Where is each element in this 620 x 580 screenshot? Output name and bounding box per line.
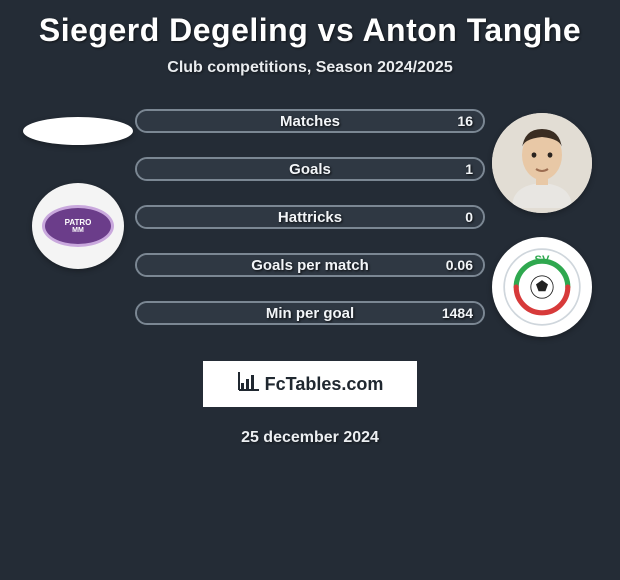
left-club-line1: PATRO bbox=[65, 219, 92, 227]
left-club-badge-inner: PATRO MM bbox=[42, 205, 114, 247]
face-icon bbox=[492, 113, 592, 213]
stat-value: 16 bbox=[457, 113, 473, 129]
fctables-logo: FcTables.com bbox=[203, 361, 417, 407]
main-row: PATRO MM Matches 16 Goals 1 Hattricks 0 bbox=[0, 105, 620, 337]
left-club-badge: PATRO MM bbox=[32, 183, 124, 269]
left-player-avatar bbox=[23, 117, 133, 145]
stat-value: 0.06 bbox=[446, 257, 473, 273]
stat-label: Goals bbox=[289, 161, 331, 178]
stat-label: Goals per match bbox=[251, 257, 369, 274]
bar-chart-icon bbox=[237, 372, 259, 397]
left-column: PATRO MM bbox=[15, 105, 135, 269]
logo-prefix: Fc bbox=[265, 374, 286, 394]
right-player-avatar bbox=[492, 113, 592, 213]
date-text: 25 december 2024 bbox=[0, 429, 620, 447]
logo-main: Tables bbox=[286, 374, 342, 394]
subtitle: Club competitions, Season 2024/2025 bbox=[0, 59, 620, 105]
stat-bar: Goals per match 0.06 bbox=[135, 253, 485, 277]
page-title: Siegerd Degeling vs Anton Tanghe bbox=[0, 8, 620, 59]
stat-bar: Min per goal 1484 bbox=[135, 301, 485, 325]
stat-label: Min per goal bbox=[266, 305, 354, 322]
stat-value: 1484 bbox=[442, 305, 473, 321]
stat-bar: Hattricks 0 bbox=[135, 205, 485, 229]
logo-text: FcTables.com bbox=[265, 374, 384, 395]
stat-label: Matches bbox=[280, 113, 340, 130]
stat-value: 0 bbox=[465, 209, 473, 225]
stat-label: Hattricks bbox=[278, 209, 342, 226]
logo-suffix: .com bbox=[341, 374, 383, 394]
left-club-line2: MM bbox=[72, 227, 84, 234]
stats-column: Matches 16 Goals 1 Hattricks 0 Goals per… bbox=[135, 105, 485, 325]
sv-badge-icon: SV bbox=[499, 244, 585, 330]
stat-bar: Matches 16 bbox=[135, 109, 485, 133]
infographic-root: Siegerd Degeling vs Anton Tanghe Club co… bbox=[0, 0, 620, 447]
right-column: SV bbox=[485, 105, 605, 337]
stat-bar: Goals 1 bbox=[135, 157, 485, 181]
right-club-badge: SV bbox=[492, 237, 592, 337]
stat-value: 1 bbox=[465, 161, 473, 177]
